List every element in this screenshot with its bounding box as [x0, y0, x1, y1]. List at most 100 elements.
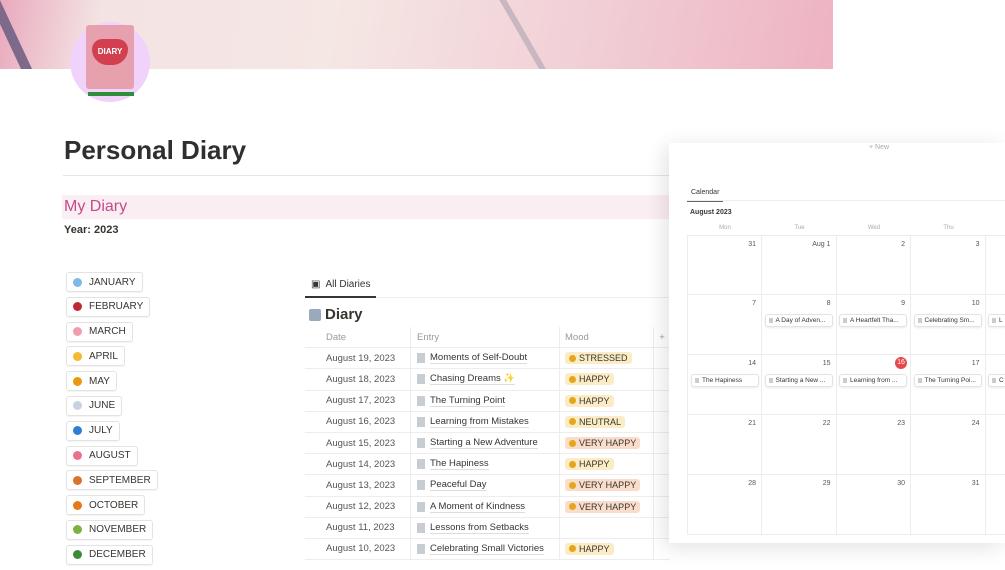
- calendar-day[interactable]: 22: [761, 415, 837, 475]
- mood-emoji-icon: [569, 481, 576, 489]
- month-button-september[interactable]: SEPTEMBER: [66, 470, 158, 491]
- entry-date: August 18, 2023: [305, 369, 411, 390]
- calendar-day[interactable]: 17 The Turning Poi...: [910, 355, 986, 415]
- page-icon: [417, 501, 425, 512]
- entry-date: August 19, 2023: [305, 348, 411, 369]
- mood-emoji-icon: [569, 503, 576, 511]
- calendar-icon: ▣: [311, 279, 321, 290]
- page-icon: [417, 543, 425, 554]
- calendar-event[interactable]: Celebrating Sm...: [913, 314, 982, 327]
- entry-date: August 11, 2023: [305, 517, 411, 538]
- entry-title[interactable]: The Hapiness: [430, 458, 489, 471]
- month-button-july[interactable]: JULY: [66, 420, 120, 441]
- table-row[interactable]: August 14, 2023 The Hapiness HAPPY: [305, 454, 670, 476]
- month-button-october[interactable]: OCTOBER: [66, 495, 146, 516]
- day-number: 29: [822, 480, 831, 487]
- entry-title[interactable]: Lessons from Setbacks: [430, 521, 529, 534]
- mood-emoji-icon: [569, 354, 576, 362]
- calendar-event[interactable]: The Hapiness: [691, 374, 759, 387]
- mood-tag: NEUTRAL: [565, 415, 626, 428]
- table-row[interactable]: August 17, 2023 The Turning Point HAPPY: [305, 390, 670, 412]
- entry-title[interactable]: Learning from Mistakes: [430, 415, 529, 428]
- calendar-day[interactable]: 10 Celebrating Sm...: [910, 295, 986, 355]
- month-button-june[interactable]: JUNE: [66, 395, 123, 416]
- calendar-day[interactable]: 31: [687, 235, 762, 295]
- entry-date: August 12, 2023: [305, 496, 411, 517]
- mood-emoji-icon: [569, 460, 576, 468]
- entry-title[interactable]: Peaceful Day: [430, 479, 487, 492]
- calendar-day[interactable]: [985, 475, 1005, 535]
- calendar-event[interactable]: L: [988, 314, 1005, 327]
- tab-calendar[interactable]: Calendar: [687, 187, 724, 202]
- calendar-day[interactable]: 24: [910, 415, 986, 475]
- month-button-november[interactable]: NOVEMBER: [66, 519, 154, 540]
- month-button-august[interactable]: AUGUST: [66, 445, 138, 466]
- calendar-day[interactable]: 3: [910, 235, 986, 295]
- calendar-day[interactable]: 7: [687, 295, 762, 355]
- pumpkin-icon: [73, 500, 82, 510]
- month-button-may[interactable]: MAY: [66, 371, 117, 392]
- new-button[interactable]: + New: [869, 144, 890, 151]
- calendar-event[interactable]: A Heartfelt Tha...: [839, 314, 907, 327]
- add-column-button[interactable]: +: [659, 331, 665, 343]
- month-button-april[interactable]: APRIL: [66, 346, 125, 367]
- column-mood[interactable]: Mood: [560, 327, 654, 348]
- table-row[interactable]: August 10, 2023 Celebrating Small Victori…: [305, 538, 670, 561]
- database-title[interactable]: Diary: [309, 306, 670, 323]
- calendar-day[interactable]: 30: [836, 475, 911, 535]
- mood-emoji-icon: [569, 418, 576, 426]
- table-row[interactable]: August 11, 2023 Lessons from Setbacks: [305, 517, 670, 539]
- table-row[interactable]: August 12, 2023 A Moment of Kindness VERY …: [305, 496, 670, 518]
- calendar-day[interactable]: 2: [836, 235, 911, 295]
- table-row[interactable]: August 19, 2023 Moments of Self-Doubt STRE…: [305, 348, 670, 370]
- calendar-day[interactable]: C: [985, 355, 1005, 415]
- calendar-day[interactable]: 31: [910, 475, 986, 535]
- day-number: 10: [971, 300, 980, 307]
- tab-all-diaries[interactable]: ▣ All Diaries: [305, 275, 377, 298]
- day-number: 21: [748, 420, 756, 427]
- weekday-label: Tue: [794, 225, 805, 231]
- calendar-day[interactable]: 28: [687, 475, 762, 535]
- calendar-event[interactable]: Starting a New ...: [764, 374, 833, 387]
- mood-tag: STRESSED: [565, 352, 632, 365]
- day-number: 16: [895, 357, 907, 369]
- day-number: 17: [971, 360, 980, 367]
- table-row[interactable]: August 13, 2023 Peaceful Day VERY HAPPY: [305, 475, 670, 497]
- calendar-day[interactable]: 9 A Heartfelt Tha...: [836, 295, 911, 355]
- column-date[interactable]: Date: [305, 327, 411, 348]
- entry-title[interactable]: Moments of Self-Doubt: [430, 352, 528, 365]
- calendar-day[interactable]: Aug 1: [761, 235, 837, 295]
- cloud-icon: [73, 401, 82, 411]
- calendar-day[interactable]: 8 A Day of Adven...: [761, 295, 837, 355]
- calendar-event[interactable]: A Day of Adven...: [764, 314, 833, 327]
- calendar-event[interactable]: C: [988, 374, 1005, 387]
- month-list: JANUARY FEBRUARY MARCH APRIL MAY JUNE JULY AUGU…: [66, 272, 158, 570]
- calendar-event[interactable]: The Turning Poi...: [913, 374, 982, 387]
- column-entry[interactable]: Entry: [411, 327, 560, 348]
- calendar-day[interactable]: 21: [687, 415, 762, 475]
- entry-title[interactable]: A Moment of Kindness: [430, 500, 526, 513]
- calendar-day[interactable]: L: [985, 295, 1005, 355]
- table-row[interactable]: August 18, 2023 Chasing Dreams ✨ HAPPY: [305, 369, 670, 391]
- calendar-day[interactable]: [985, 415, 1005, 475]
- entry-title[interactable]: Starting a New Adventure: [430, 437, 538, 450]
- table-row[interactable]: August 15, 2023 Starting a New Adventure V…: [305, 432, 670, 455]
- entry-title[interactable]: The Turning Point: [430, 394, 505, 407]
- month-button-january[interactable]: JANUARY: [66, 272, 143, 292]
- calendar-day[interactable]: 16 Learning from ...: [836, 355, 911, 415]
- calendar-day[interactable]: 29: [761, 475, 837, 535]
- calendar-day[interactable]: 14 The Hapiness: [687, 355, 762, 415]
- calendar-day[interactable]: 23: [836, 415, 911, 475]
- entry-title[interactable]: Celebrating Small Victories: [430, 542, 544, 555]
- month-button-december[interactable]: DECEMBER: [66, 544, 153, 565]
- callout-heading: My Diary: [62, 195, 672, 219]
- entry-title[interactable]: Chasing Dreams ✨: [430, 373, 516, 386]
- table-row[interactable]: August 16, 2023 Learning from Mistakes NEU…: [305, 411, 670, 433]
- calendar-day[interactable]: [985, 235, 1005, 295]
- entry-date: August 10, 2023: [305, 538, 411, 560]
- calendar-event[interactable]: Learning from ...: [839, 374, 907, 387]
- day-number: 23: [897, 420, 905, 427]
- month-button-march[interactable]: MARCH: [66, 321, 133, 342]
- calendar-day[interactable]: 15 Starting a New ...: [761, 355, 837, 415]
- month-button-february[interactable]: FEBRUARY: [66, 296, 151, 317]
